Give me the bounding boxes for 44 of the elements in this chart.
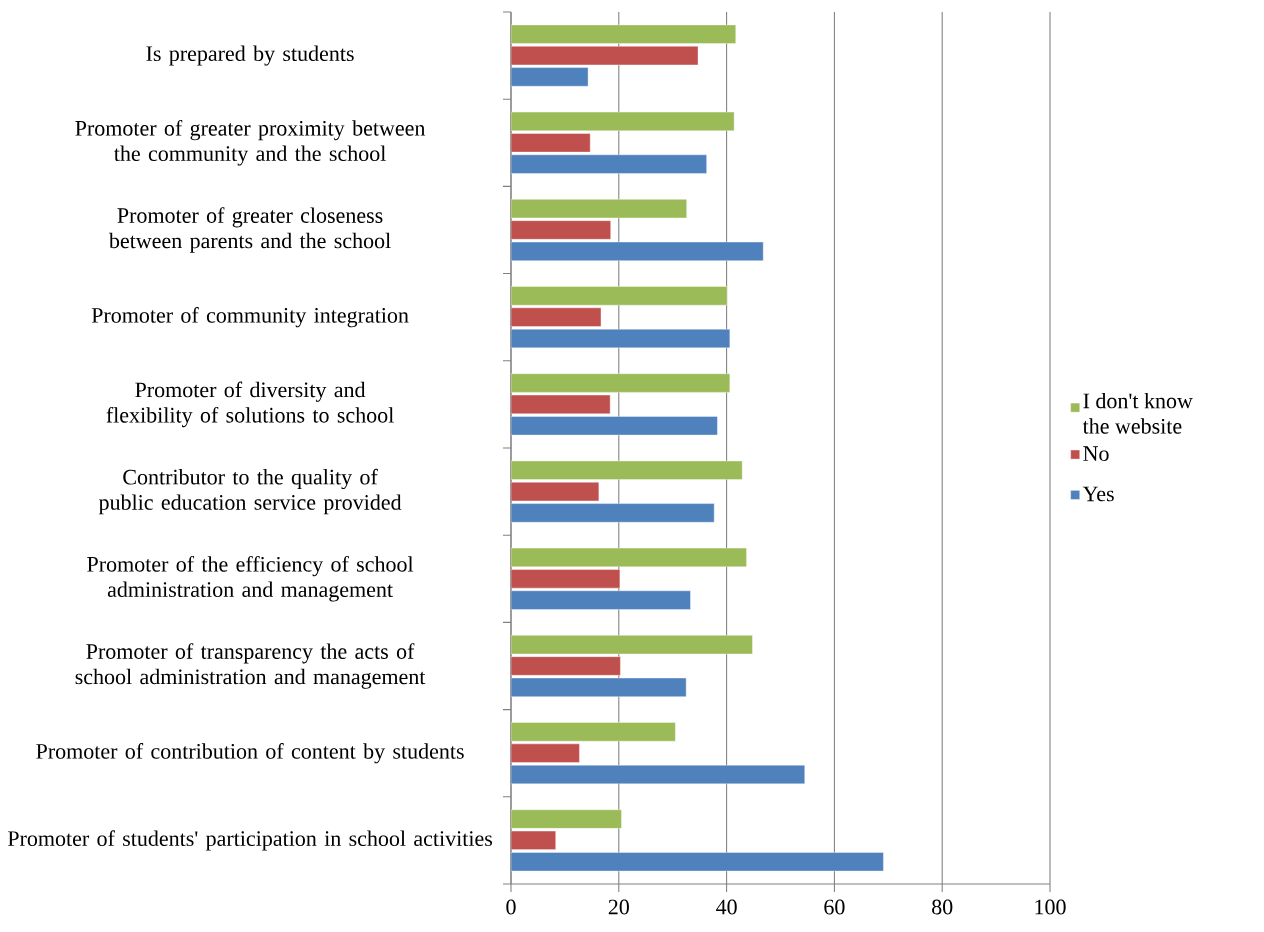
x-tick-label: 20 bbox=[608, 899, 629, 915]
bar bbox=[511, 24, 736, 44]
bar bbox=[511, 765, 805, 785]
bar bbox=[511, 220, 611, 240]
bar bbox=[511, 635, 753, 655]
y-tick-label: Contributor to the quality of public education service provided bbox=[98, 468, 402, 515]
x-tick-label: 100 bbox=[1035, 899, 1066, 915]
bar bbox=[511, 809, 622, 829]
x-tick-label: 40 bbox=[716, 899, 737, 915]
bar bbox=[511, 67, 589, 87]
y-tick-label: Promoter of greater proximity between the community and the school bbox=[75, 119, 426, 166]
bar bbox=[511, 133, 591, 153]
y-tick-label: Promoter of transparency the acts of school administration and management bbox=[75, 643, 426, 689]
y-tick-label: Is prepared by students bbox=[146, 45, 354, 66]
legend-label: No bbox=[1083, 446, 1109, 461]
bar bbox=[511, 677, 687, 697]
y-tick-label: Promoter of the efficiency of school administration and management bbox=[87, 556, 414, 602]
bar bbox=[511, 503, 715, 523]
legend-label: I don't know the website bbox=[1082, 392, 1193, 434]
x-tick-label: 60 bbox=[824, 899, 845, 915]
bar bbox=[511, 199, 687, 219]
bar bbox=[511, 241, 764, 261]
bar bbox=[511, 373, 731, 393]
bar bbox=[511, 460, 743, 480]
legend-label: Yes bbox=[1082, 486, 1114, 502]
bar bbox=[511, 394, 611, 414]
x-tick-label: 0 bbox=[506, 899, 516, 915]
bar bbox=[511, 154, 707, 174]
bar bbox=[511, 328, 731, 349]
bar bbox=[511, 590, 691, 610]
y-tick-label: Promoter of contribution of content by students bbox=[36, 743, 464, 764]
bar bbox=[511, 46, 699, 66]
bar bbox=[511, 111, 735, 131]
bar bbox=[511, 852, 884, 872]
y-tick-label: Promoter of greater closeness between parents and the school bbox=[108, 207, 391, 253]
bar bbox=[511, 547, 747, 567]
bar bbox=[511, 286, 728, 306]
bar bbox=[511, 656, 621, 676]
bar bbox=[511, 416, 718, 436]
y-tick-label: Promoter of community integration bbox=[91, 307, 409, 328]
y-tick-label: Promoter of diversity and flexibility of solutions to school bbox=[106, 381, 394, 428]
bar bbox=[511, 722, 676, 742]
x-tick-label: 80 bbox=[932, 899, 953, 915]
y-tick-label: Promoter of students' participation in school activities bbox=[7, 830, 493, 851]
